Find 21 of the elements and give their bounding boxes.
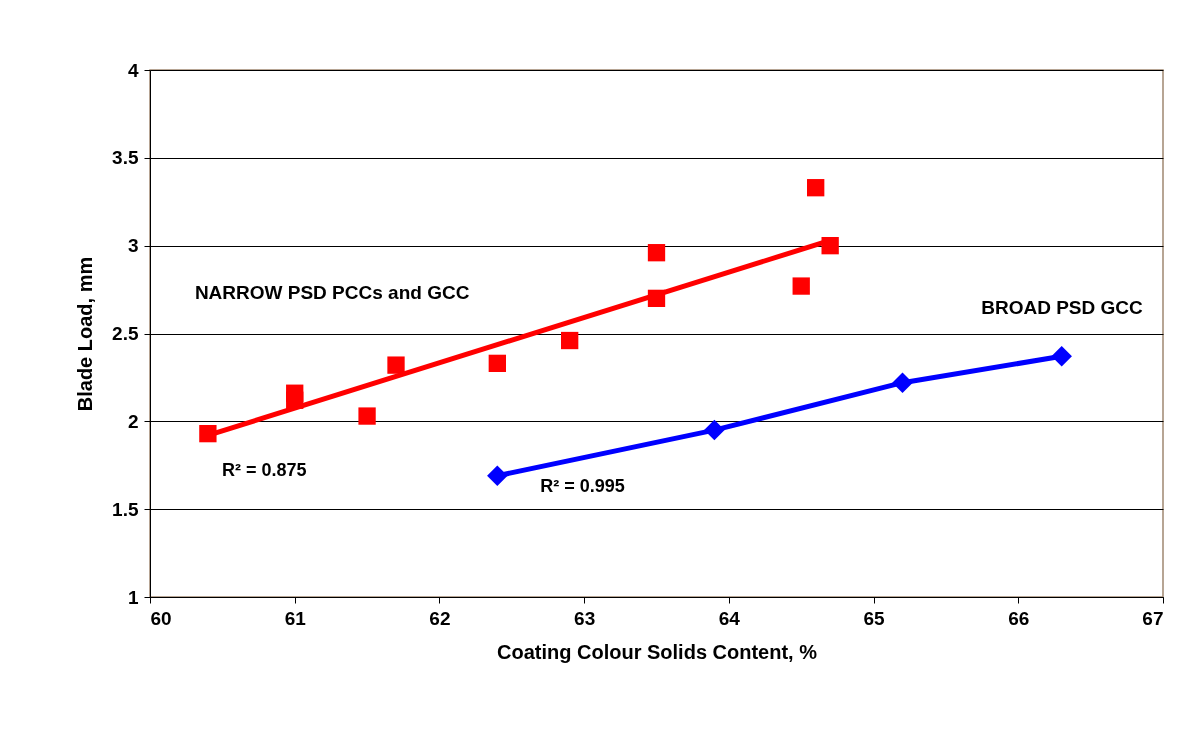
y-tick-label: 3	[127, 235, 139, 257]
y-axis-title: Blade Load, mm	[74, 256, 97, 412]
x-tick-label: 64	[718, 607, 741, 629]
x-tick-label: 67	[1142, 607, 1164, 629]
x-tick-label: 62	[429, 607, 451, 629]
x-tick-label: 66	[1008, 607, 1030, 629]
y-tick-label: 2.5	[112, 323, 139, 344]
y-tick-label: 1.5	[112, 498, 139, 520]
x-tick-label: 60	[150, 607, 172, 629]
y-tick-label: 2	[127, 410, 139, 432]
annotation: R² = 0.995	[540, 475, 625, 496]
x-tick-label: 61	[284, 607, 307, 629]
x-tick-label: 65	[863, 607, 886, 629]
text: NARROW PSD PCCs and GCC	[194, 281, 470, 303]
y-tick-label: 3.5	[112, 147, 139, 169]
x-axis-title: Coating Colour Solids Content, %	[497, 640, 818, 663]
text: BROAD PSD GCC	[981, 297, 1143, 319]
y-tick-label: 4	[127, 59, 139, 81]
x-tick-label: 63	[574, 607, 596, 629]
annotation: R² = 0.875	[221, 460, 307, 481]
y-tick-label: 1	[127, 586, 139, 608]
